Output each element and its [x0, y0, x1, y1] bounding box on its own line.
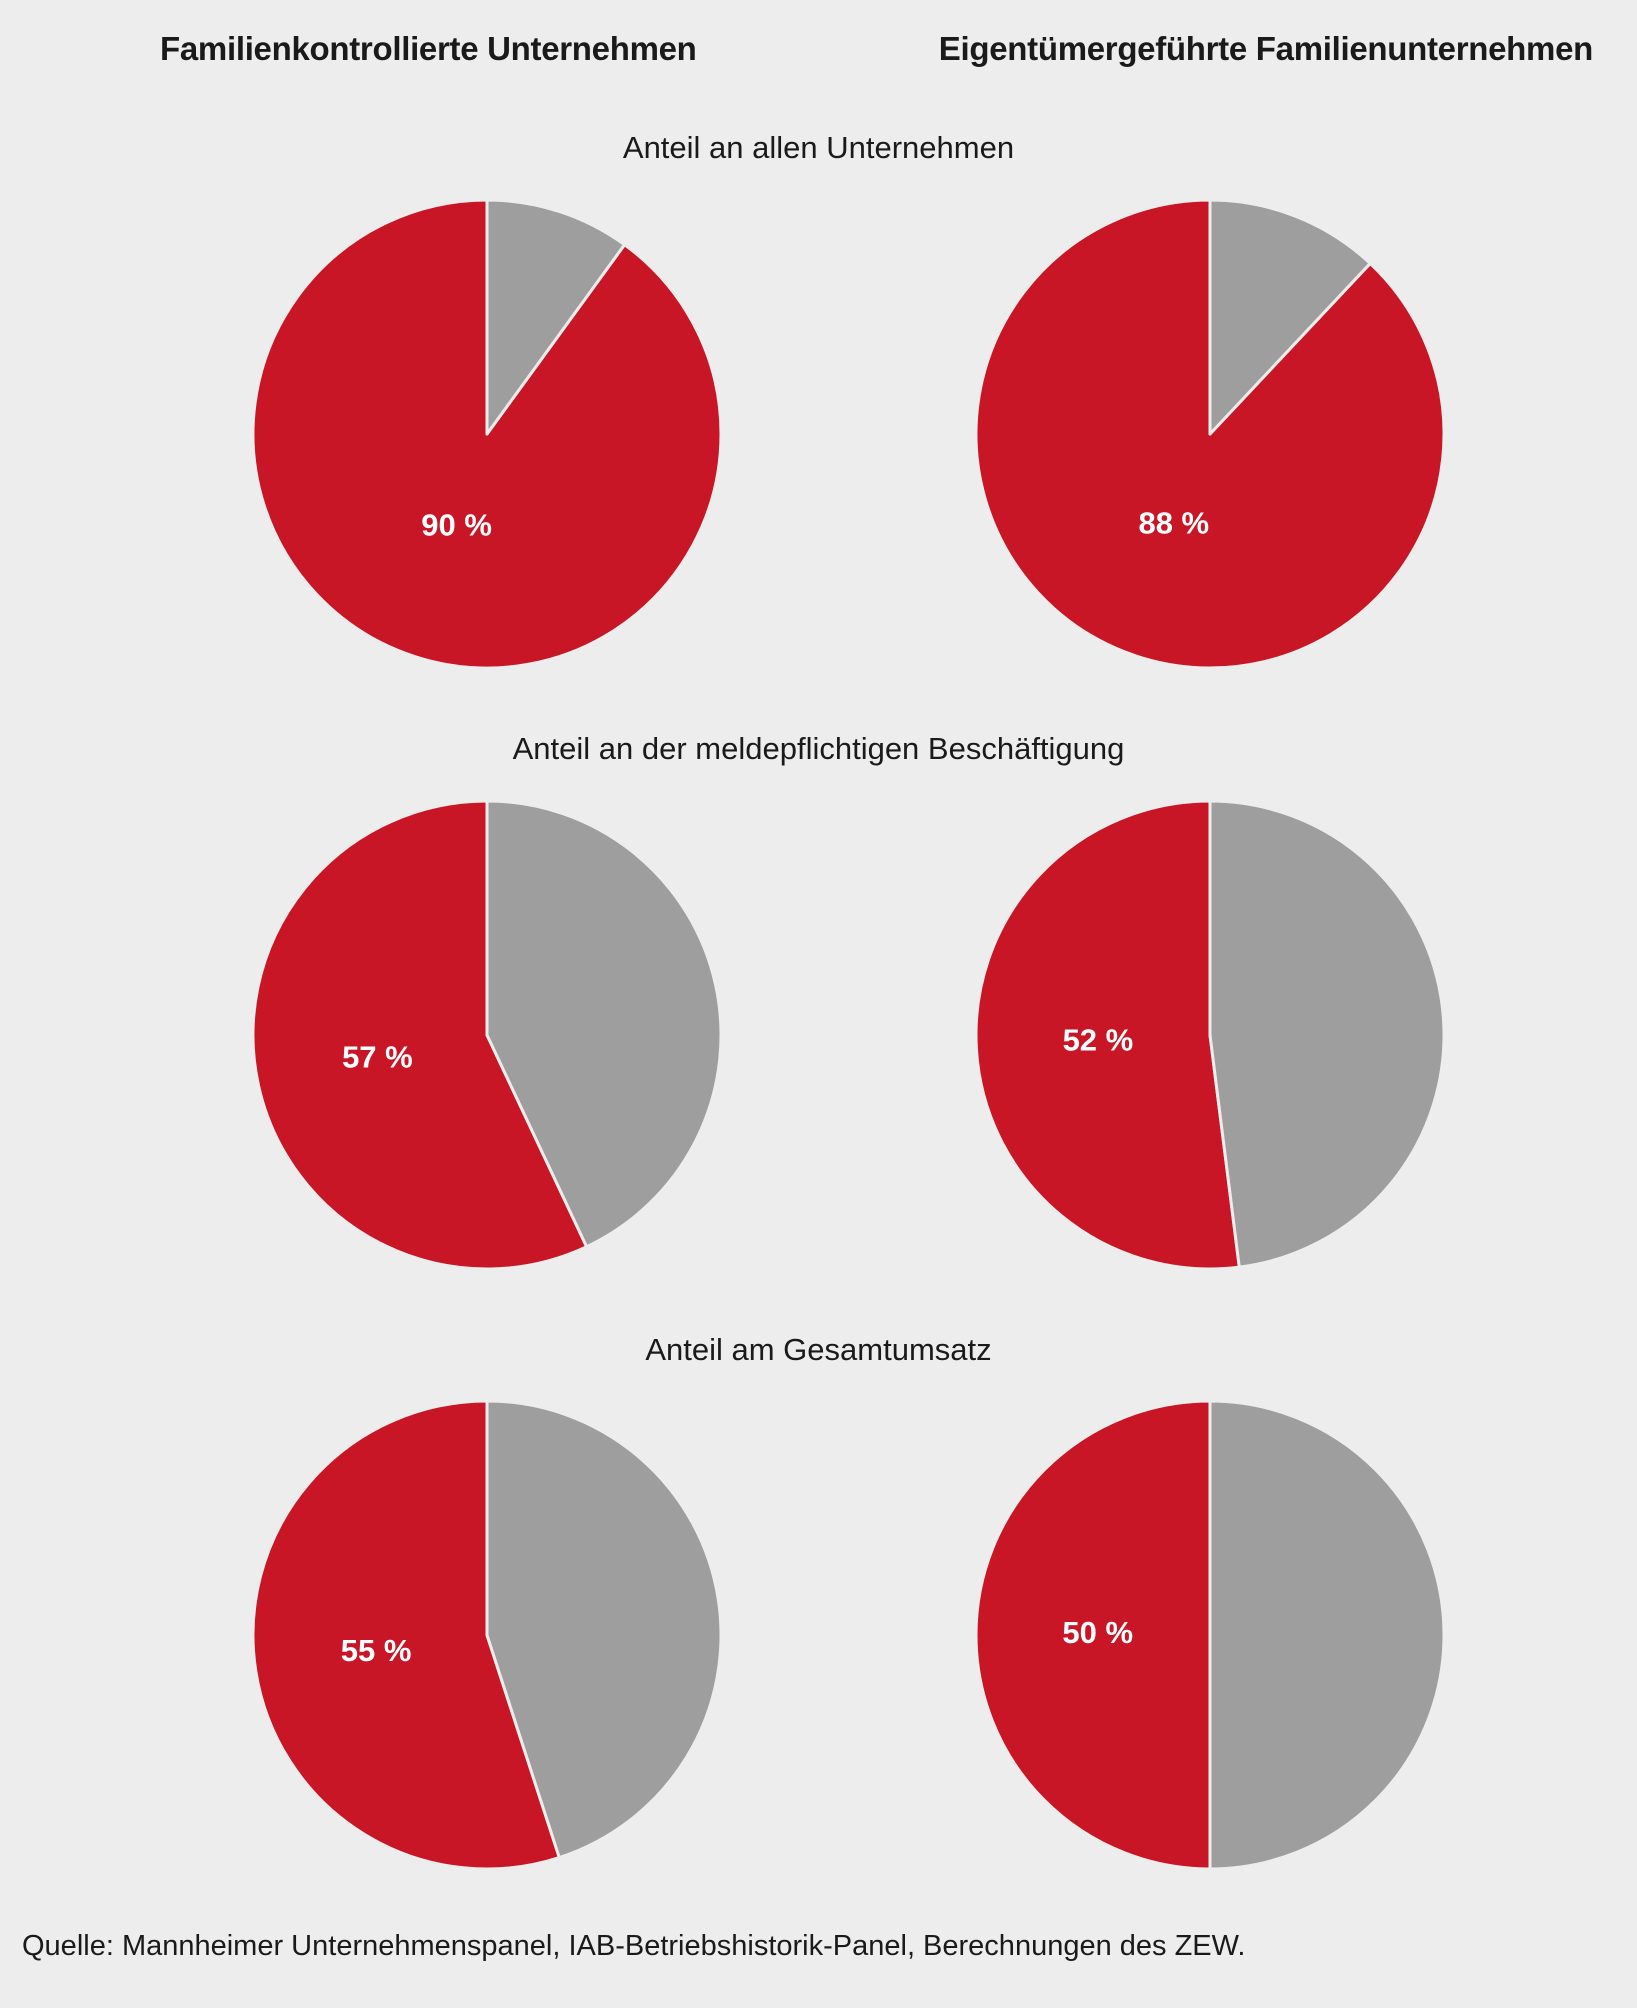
pie-value-label: 57 % [342, 1040, 413, 1075]
pie-0-0: 90 % [251, 198, 723, 670]
pie-value-label: 50 % [1062, 1615, 1133, 1650]
pie-charts: 90 % 88 % 57 % 52 % 55 % 50 % [251, 198, 1446, 1871]
pie-slice-highlight [251, 1399, 561, 1871]
pie-2-1: 50 % [974, 1399, 1446, 1871]
pie-2-0: 55 % [251, 1399, 723, 1871]
pie-slice-rest [485, 198, 627, 436]
pie-slice-rest [1208, 1399, 1446, 1871]
row-title-revenue: Anteil am Gesamtumsatz [645, 1332, 992, 1367]
pie-0-1: 88 % [974, 198, 1446, 670]
column-title-family-controlled: Familienkontrollierte Unternehmen [160, 30, 697, 67]
pie-value-label: 52 % [1063, 1022, 1134, 1057]
pie-slice-rest [485, 799, 723, 1249]
pie-slice-rest [1208, 799, 1446, 1269]
pie-value-label: 55 % [341, 1633, 412, 1668]
pie-slice-highlight [974, 1399, 1212, 1871]
pie-value-label: 88 % [1138, 506, 1209, 541]
pie-1-1: 52 % [974, 799, 1446, 1271]
pie-1-0: 57 % [251, 799, 723, 1271]
pie-slice-rest [485, 1399, 723, 1860]
pie-slice-rest [1208, 198, 1372, 436]
pie-value-label: 90 % [421, 508, 492, 543]
column-title-owner-managed: Eigentümergeführte Familienunternehmen [938, 30, 1594, 67]
pie-slice-highlight [251, 799, 589, 1271]
row-title-all-companies: Anteil an allen Unternehmen [622, 130, 1015, 165]
row-title-employment: Anteil an der meldepflichtigen Beschäfti… [512, 731, 1125, 766]
pie-slice-highlight [974, 799, 1241, 1271]
source-note: Quelle: Mannheimer Unternehmenspanel, IA… [22, 1930, 1246, 1962]
